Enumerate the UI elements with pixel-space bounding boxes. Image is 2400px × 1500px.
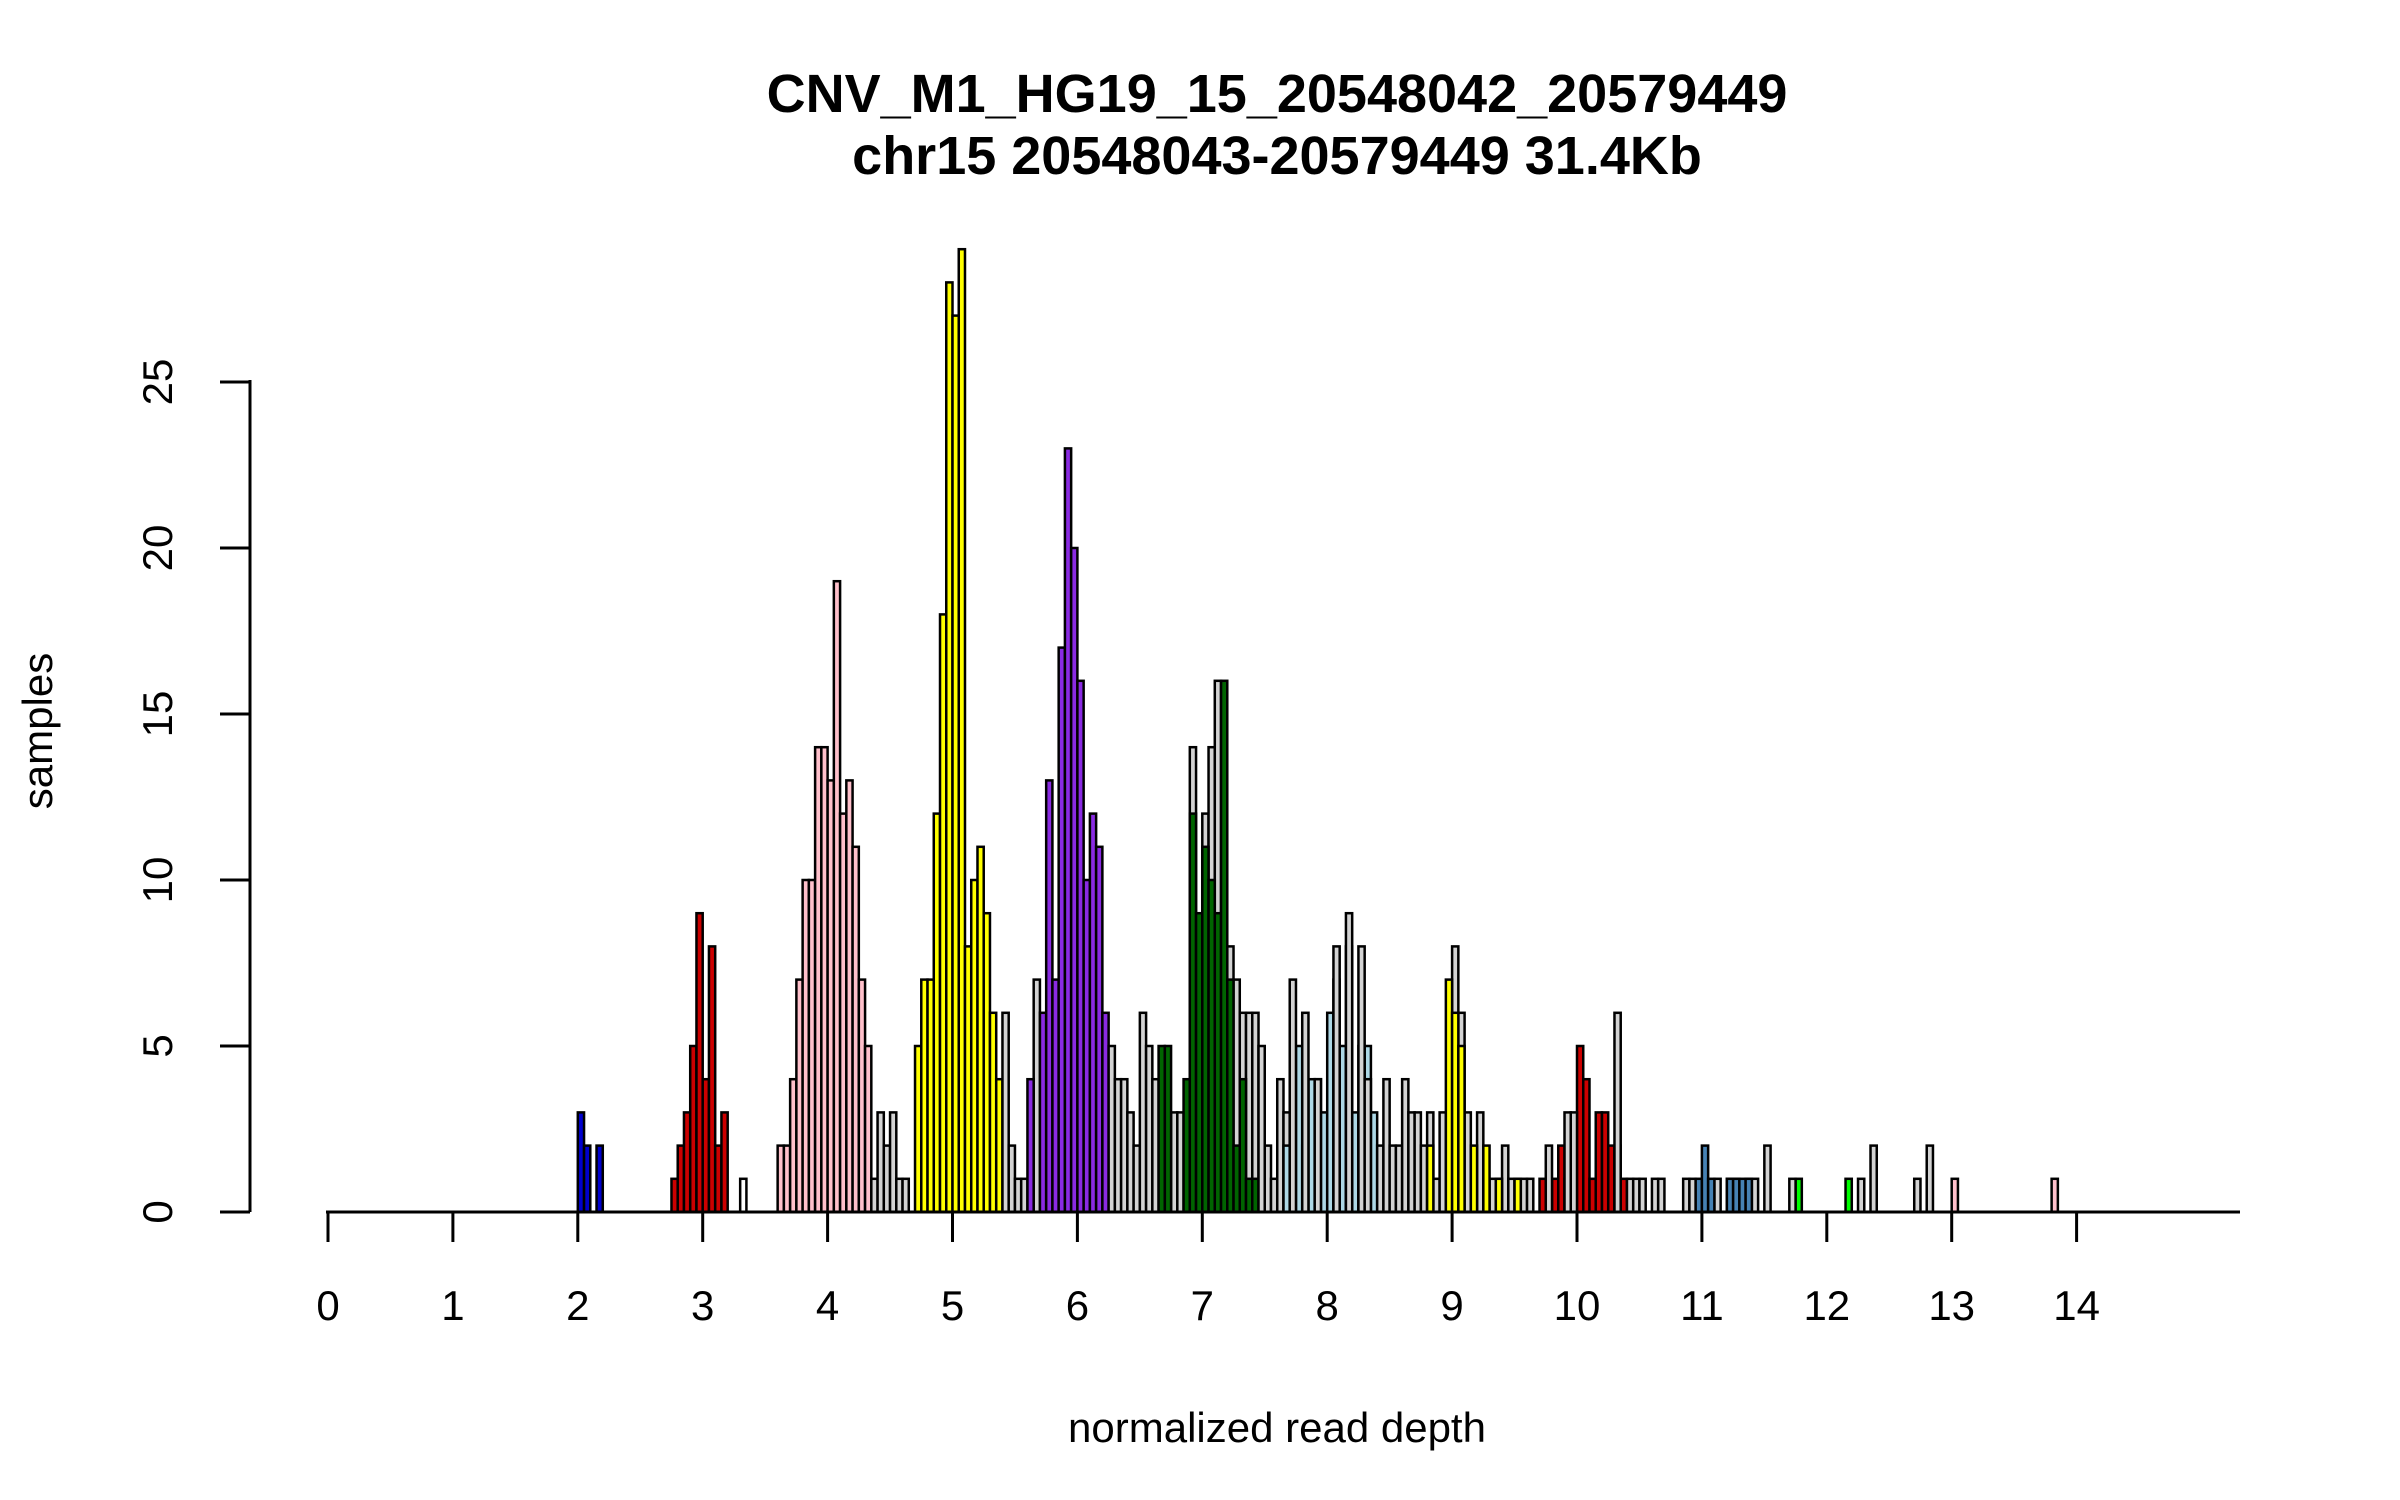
x-tick-label: 8 [1316, 1282, 1339, 1329]
histogram-bar [1513, 1177, 1523, 1214]
histogram-bar [1763, 1144, 1772, 1214]
histogram-bar [1482, 1144, 1491, 1214]
x-tick-label: 0 [316, 1282, 339, 1329]
histogram-bar [1163, 1044, 1173, 1214]
x-tick-label: 14 [2053, 1282, 2100, 1329]
histogram-bar [1344, 911, 1354, 1214]
y-tick-label: 10 [134, 857, 181, 904]
x-tick-label: 10 [1554, 1282, 1601, 1329]
y-tick-label: 20 [134, 525, 181, 572]
x-tick-label: 7 [1191, 1282, 1214, 1329]
histogram-bar [1912, 1177, 1922, 1214]
histogram-bar [1869, 1144, 1879, 1214]
x-tick-label: 12 [1803, 1282, 1850, 1329]
x-tick-label: 2 [566, 1282, 589, 1329]
chart-subtitle: chr15 20548043-20579449 31.4Kb [852, 126, 1702, 186]
histogram-bar [1026, 1077, 1035, 1214]
y-tick-label: 15 [134, 691, 181, 738]
y-axis: 0 5 10 15 20 25 [134, 359, 252, 1224]
histogram-bar [1950, 1177, 1960, 1214]
histogram-bar [2050, 1177, 2060, 1214]
histogram-bar [1638, 1177, 1647, 1214]
histogram-bar [1613, 1011, 1622, 1214]
y-tick-label: 25 [134, 359, 181, 406]
x-tick-label: 11 [1680, 1282, 1724, 1329]
x-axis-label: normalized read depth [1068, 1404, 1486, 1451]
histogram-bar [1544, 1144, 1554, 1214]
y-tick-label: 5 [134, 1034, 181, 1057]
histogram-bar [738, 1177, 748, 1214]
histogram-bar [720, 1111, 729, 1214]
histogram-bar [1656, 1177, 1666, 1214]
histogram-bar [582, 1144, 592, 1214]
histogram-bar [1856, 1177, 1866, 1214]
histogram-bars [576, 247, 2060, 1214]
y-tick-label: 0 [134, 1200, 181, 1223]
histogram-bar [1788, 1177, 1797, 1214]
histogram-bar [1925, 1144, 1935, 1214]
x-tick-label: 4 [816, 1282, 839, 1329]
x-tick-label: 9 [1440, 1282, 1463, 1329]
histogram-bar [1569, 1111, 1579, 1214]
histogram-bar [1288, 978, 1298, 1214]
histogram-bar [1363, 1077, 1373, 1214]
x-tick-label: 5 [941, 1282, 964, 1329]
histogram-bar [1525, 1177, 1535, 1214]
y-axis-label: samples [14, 653, 61, 809]
histogram-bar [1469, 1144, 1479, 1214]
histogram-bar [1313, 1077, 1323, 1214]
x-tick-label: 3 [691, 1282, 714, 1329]
histogram-bar [1457, 1044, 1466, 1214]
histogram-bar [1332, 945, 1341, 1214]
histogram-bar [1425, 1144, 1435, 1214]
histogram-bar [595, 1144, 605, 1214]
histogram-bar [1844, 1177, 1854, 1214]
x-axis: 0 1 2 3 4 5 6 7 8 9 10 11 12 13 14 [316, 1210, 2100, 1329]
histogram-bar [1706, 1177, 1716, 1214]
histogram-bar [901, 1177, 911, 1214]
x-tick-label: 6 [1066, 1282, 1089, 1329]
x-tick-label: 1 [441, 1282, 464, 1329]
x-tick-label: 13 [1928, 1282, 1975, 1329]
chart-title: CNV_M1_HG19_15_20548042_20579449 [767, 64, 1788, 124]
histogram-bar [1494, 1177, 1504, 1214]
histogram-bar [1300, 1011, 1310, 1214]
histogram-bar [1744, 1177, 1754, 1214]
